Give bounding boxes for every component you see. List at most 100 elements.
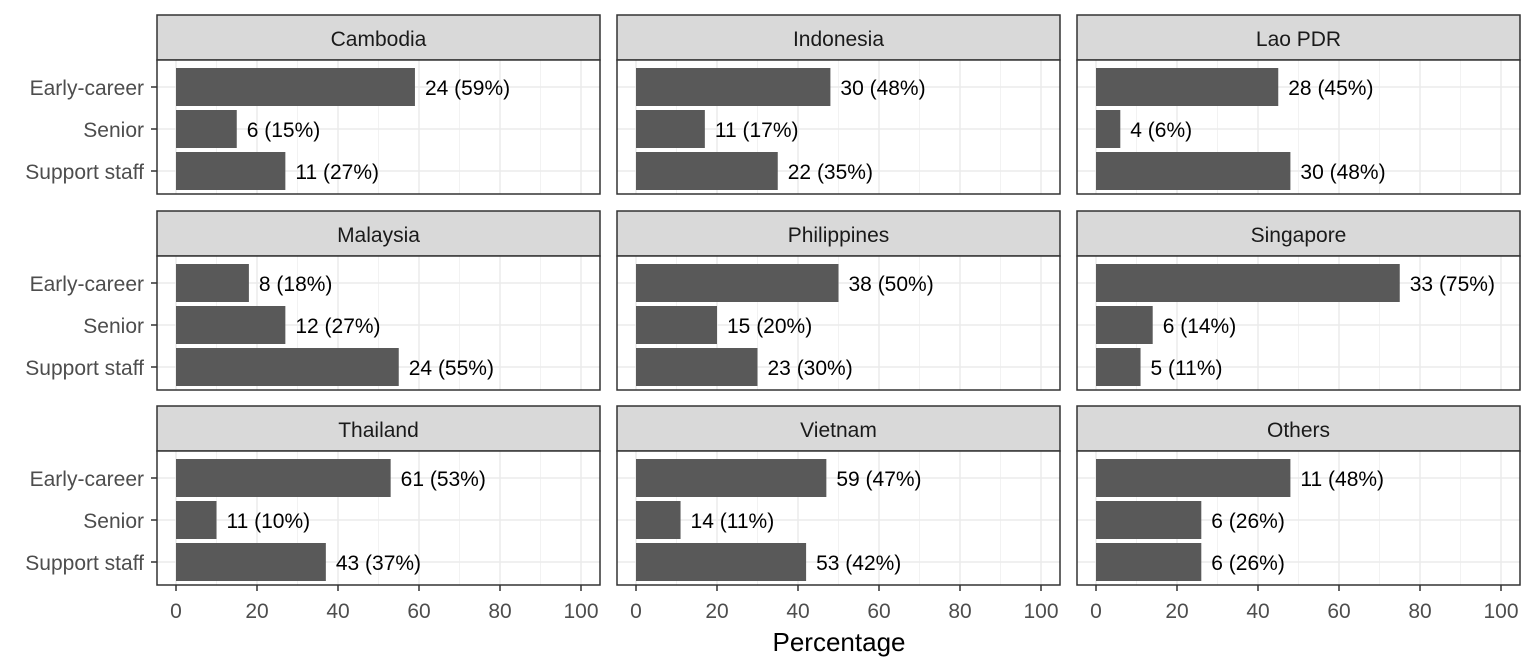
x-tick-label: 100 (1483, 600, 1518, 623)
facet-title: Thailand (338, 419, 419, 442)
panel-border (616, 59, 1061, 195)
x-tick-label: 40 (786, 600, 809, 623)
y-tick-label: Senior (83, 119, 144, 142)
bar-senior (636, 110, 705, 148)
panel-border (156, 255, 601, 391)
data-label: 11 (17%) (715, 119, 799, 142)
bar-senior (636, 501, 681, 539)
x-tick-label: 60 (1327, 600, 1350, 623)
y-tick-label: Senior (83, 510, 144, 533)
data-label: 22 (35%) (788, 161, 873, 184)
facet-strip (1076, 14, 1521, 61)
data-label: 30 (48%) (1300, 161, 1385, 184)
y-tick-label: Early-career (30, 273, 144, 296)
bar-early-career (636, 459, 827, 497)
bar-senior (176, 306, 286, 344)
y-tick-label: Support staff (25, 552, 144, 575)
data-label: 5 (11%) (1151, 357, 1223, 380)
bar-support-staff (636, 543, 807, 581)
data-label: 33 (75%) (1410, 273, 1495, 296)
panel-border (1076, 255, 1521, 391)
panel-border (156, 450, 601, 586)
y-tick-label: Early-career (30, 77, 144, 100)
bar-support-staff (1096, 152, 1291, 190)
x-tick-label: 20 (245, 600, 268, 623)
x-axis-title: Percentage (773, 627, 906, 657)
x-tick-label: 60 (867, 600, 890, 623)
data-label: 8 (18%) (259, 273, 333, 296)
bar-support-staff (636, 152, 778, 190)
bar-support-staff (1096, 348, 1141, 386)
bar-support-staff (176, 152, 286, 190)
panel-border (1076, 59, 1521, 195)
bar-senior (1096, 110, 1121, 148)
data-label: 38 (50%) (849, 273, 934, 296)
facet-title: Cambodia (331, 28, 427, 51)
bar-early-career (1096, 459, 1291, 497)
data-label: 11 (27%) (295, 161, 379, 184)
x-tick-label: 60 (407, 600, 430, 623)
bar-support-staff (1096, 543, 1202, 581)
bar-support-staff (176, 543, 326, 581)
data-label: 43 (37%) (336, 552, 421, 575)
data-label: 6 (14%) (1163, 315, 1237, 338)
bar-support-staff (636, 348, 758, 386)
y-tick-label: Support staff (25, 357, 144, 380)
facet-title: Others (1267, 419, 1330, 442)
x-tick-label: 20 (1165, 600, 1188, 623)
x-tick-label: 80 (1408, 600, 1431, 623)
bar-support-staff (176, 348, 399, 386)
bar-early-career (1096, 68, 1279, 106)
data-label: 28 (45%) (1288, 77, 1373, 100)
data-label: 23 (30%) (768, 357, 853, 380)
facet-title: Vietnam (800, 419, 877, 442)
facet-strip (1076, 405, 1521, 452)
panel-border (1076, 450, 1521, 586)
data-label: 61 (53%) (401, 468, 486, 491)
bar-early-career (636, 68, 831, 106)
y-tick-label: Support staff (25, 161, 144, 184)
data-label: 30 (48%) (840, 77, 925, 100)
y-tick-label: Senior (83, 315, 144, 338)
data-label: 14 (11%) (691, 510, 775, 533)
panel-border (616, 255, 1061, 391)
bar-early-career (636, 264, 839, 302)
data-label: 24 (55%) (409, 357, 494, 380)
data-label: 59 (47%) (836, 468, 921, 491)
panel-border (616, 450, 1061, 586)
x-tick-label: 40 (1246, 600, 1269, 623)
bar-senior (1096, 306, 1153, 344)
facet-strip (616, 210, 1061, 257)
x-tick-label: 100 (1023, 600, 1058, 623)
x-tick-label: 80 (948, 600, 971, 623)
data-label: 4 (6%) (1130, 119, 1192, 142)
x-tick-label: 20 (705, 600, 728, 623)
data-label: 11 (10%) (227, 510, 311, 533)
facet-strip (156, 210, 601, 257)
panel-border (156, 59, 601, 195)
x-tick-label: 80 (488, 600, 511, 623)
bar-early-career (176, 68, 415, 106)
facet-strip (156, 14, 601, 61)
data-label: 6 (26%) (1211, 510, 1285, 533)
facet-title: Indonesia (793, 28, 884, 51)
bar-early-career (176, 264, 249, 302)
bar-early-career (1096, 264, 1400, 302)
bar-senior (636, 306, 717, 344)
data-label: 6 (26%) (1211, 552, 1285, 575)
data-label: 15 (20%) (727, 315, 812, 338)
data-label: 12 (27%) (295, 315, 380, 338)
bar-senior (1096, 501, 1202, 539)
data-label: 6 (15%) (247, 119, 321, 142)
x-tick-label: 40 (326, 600, 349, 623)
x-tick-label: 0 (630, 600, 642, 623)
bar-senior (176, 110, 237, 148)
bar-early-career (176, 459, 391, 497)
data-label: 24 (59%) (425, 77, 510, 100)
y-tick-label: Early-career (30, 468, 144, 491)
bar-senior (176, 501, 217, 539)
data-label: 11 (48%) (1300, 468, 1384, 491)
facet-title: Singapore (1251, 224, 1347, 247)
data-label: 53 (42%) (816, 552, 901, 575)
facet-title: Lao PDR (1256, 28, 1341, 51)
